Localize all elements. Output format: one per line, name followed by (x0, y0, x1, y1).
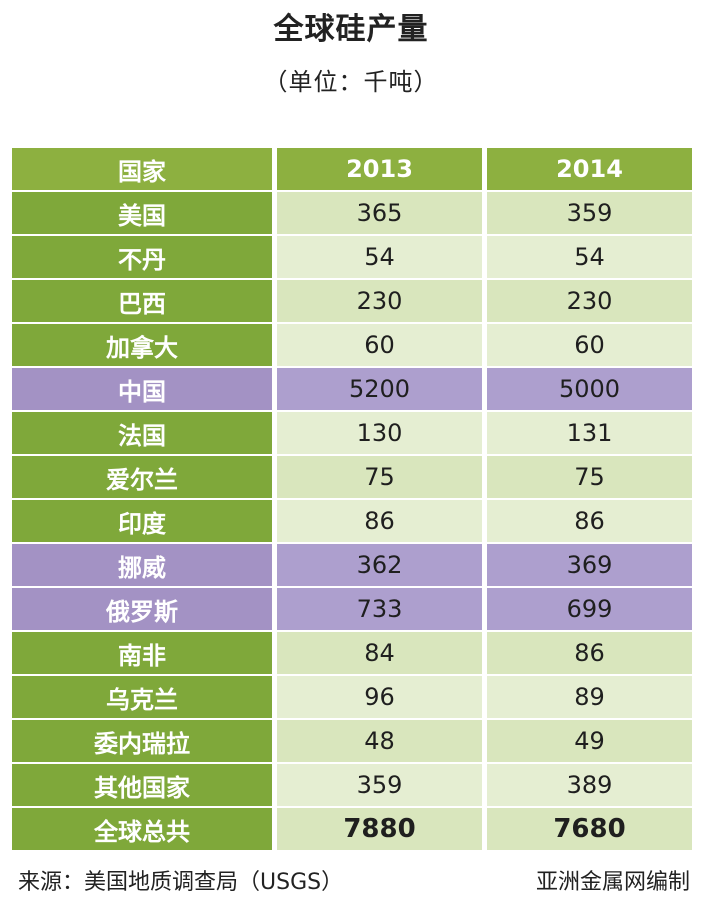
table-row: 美国 365 359 (12, 192, 692, 234)
table-row: 挪威 362 369 (12, 544, 692, 586)
value-cell-2013: 359 (272, 764, 482, 806)
country-cell: 爱尔兰 (12, 456, 272, 498)
value-cell-2013: 733 (272, 588, 482, 630)
country-cell: 委内瑞拉 (12, 720, 272, 762)
silicon-production-table: 国家 2013 2014 美国 365 359 不丹 54 54 巴西 230 230 加拿大 60… (12, 146, 692, 852)
value-cell-2013: 362 (272, 544, 482, 586)
column-header-country: 国家 (12, 148, 272, 190)
value-cell-2014: 54 (482, 236, 692, 278)
total-value-2013: 7880 (272, 808, 482, 850)
table-row: 加拿大 60 60 (12, 324, 692, 366)
country-cell: 南非 (12, 632, 272, 674)
table-body: 美国 365 359 不丹 54 54 巴西 230 230 加拿大 60 60 中国 5200 5000 法… (12, 192, 692, 806)
country-cell: 不丹 (12, 236, 272, 278)
country-cell: 乌克兰 (12, 676, 272, 718)
value-cell-2014: 389 (482, 764, 692, 806)
country-cell: 巴西 (12, 280, 272, 322)
country-cell: 中国 (12, 368, 272, 410)
unit-label: （单位：千吨） (263, 68, 439, 96)
country-cell: 美国 (12, 192, 272, 234)
table-row: 不丹 54 54 (12, 236, 692, 278)
value-cell-2014: 86 (482, 632, 692, 674)
value-cell-2013: 84 (272, 632, 482, 674)
value-cell-2013: 5200 (272, 368, 482, 410)
total-row: 全球总共 7880 7680 (12, 808, 692, 850)
table-row: 委内瑞拉 48 49 (12, 720, 692, 762)
value-cell-2013: 86 (272, 500, 482, 542)
value-cell-2013: 365 (272, 192, 482, 234)
table-row: 爱尔兰 75 75 (12, 456, 692, 498)
country-cell: 俄罗斯 (12, 588, 272, 630)
value-cell-2014: 75 (482, 456, 692, 498)
total-value-2014: 7680 (482, 808, 692, 850)
value-cell-2014: 86 (482, 500, 692, 542)
value-cell-2013: 96 (272, 676, 482, 718)
country-cell: 挪威 (12, 544, 272, 586)
value-cell-2013: 60 (272, 324, 482, 366)
total-label: 全球总共 (12, 808, 272, 850)
value-cell-2013: 75 (272, 456, 482, 498)
table-row: 巴西 230 230 (12, 280, 692, 322)
value-cell-2014: 60 (482, 324, 692, 366)
value-cell-2013: 54 (272, 236, 482, 278)
value-cell-2014: 369 (482, 544, 692, 586)
column-header-2014: 2014 (482, 148, 692, 190)
country-cell: 印度 (12, 500, 272, 542)
credit-note: 亚洲金属网编制 (535, 870, 690, 895)
header-row: 国家 2013 2014 (12, 148, 692, 190)
value-cell-2014: 230 (482, 280, 692, 322)
value-cell-2013: 230 (272, 280, 482, 322)
value-cell-2014: 359 (482, 192, 692, 234)
table-row: 其他国家 359 389 (12, 764, 692, 806)
value-cell-2014: 89 (482, 676, 692, 718)
value-cell-2013: 130 (272, 412, 482, 454)
value-cell-2013: 48 (272, 720, 482, 762)
column-header-2013: 2013 (272, 148, 482, 190)
value-cell-2014: 131 (482, 412, 692, 454)
table-row: 南非 84 86 (12, 632, 692, 674)
value-cell-2014: 49 (482, 720, 692, 762)
table-row: 俄罗斯 733 699 (12, 588, 692, 630)
value-cell-2014: 699 (482, 588, 692, 630)
table-row: 乌克兰 96 89 (12, 676, 692, 718)
value-cell-2014: 5000 (482, 368, 692, 410)
table-row: 法国 130 131 (12, 412, 692, 454)
table-row: 印度 86 86 (12, 500, 692, 542)
table-row: 中国 5200 5000 (12, 368, 692, 410)
country-cell: 法国 (12, 412, 272, 454)
page-title: 全球硅产量 (273, 12, 429, 47)
source-note: 来源：美国地质调查局（USGS） (18, 870, 344, 895)
country-cell: 加拿大 (12, 324, 272, 366)
country-cell: 其他国家 (12, 764, 272, 806)
